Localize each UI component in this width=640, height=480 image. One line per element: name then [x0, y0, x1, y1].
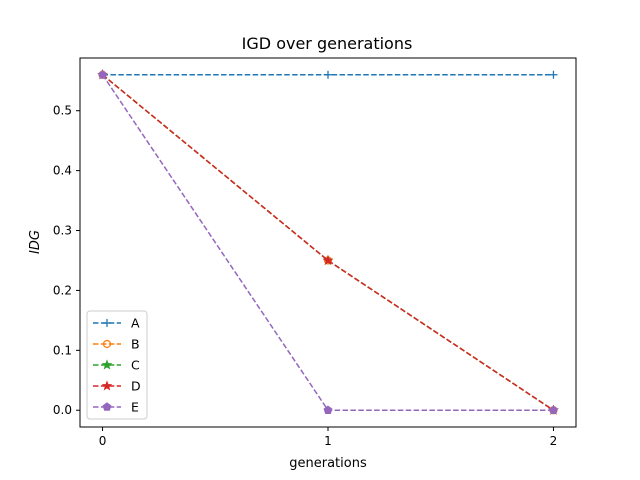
series-E: [98, 70, 558, 415]
data-point-A-1: [324, 70, 332, 79]
legend-item-E: E: [93, 400, 139, 415]
series-layer: [97, 69, 559, 415]
series-C: [97, 69, 559, 415]
y-tick-label: 0.1: [53, 343, 72, 357]
legend-label: E: [131, 400, 139, 415]
legend-label: A: [131, 316, 140, 331]
data-point-E-1: [323, 405, 333, 415]
y-tick-label: 0.4: [53, 164, 72, 178]
data-point-A-2: [549, 70, 558, 79]
y-tick-label: 0.2: [53, 283, 72, 297]
legend-label: B: [131, 337, 140, 352]
data-point-E-2: [548, 405, 558, 415]
y-tick-label: 0.5: [53, 104, 72, 118]
legend-label: D: [131, 379, 141, 394]
x-tick-label: 0: [99, 434, 107, 448]
series-line-C: [102, 74, 554, 411]
chart-title: IGD over generations: [242, 34, 413, 53]
x-tick-label: 2: [550, 434, 558, 448]
legend-label: C: [131, 358, 140, 373]
x-tick-label: 1: [324, 434, 332, 448]
plot-area-frame: [79, 57, 577, 428]
legend-item-B: B: [93, 337, 140, 352]
series-line-B: [102, 74, 554, 411]
legend-item-D: D: [93, 379, 141, 394]
data-point-E-0: [98, 70, 108, 79]
series-line-E: [101, 74, 554, 411]
legend-marker: [103, 319, 111, 327]
y-tick-label: 0.3: [53, 224, 72, 238]
series-line-D: [102, 74, 554, 411]
data-point-D-1: [322, 254, 334, 266]
legend-marker: [101, 380, 113, 391]
legend-item-A: A: [93, 316, 140, 331]
y-axis: 0.0 0.1 0.2 0.3 0.4 0.5: [53, 104, 80, 417]
series-A: [98, 70, 558, 79]
legend-marker: [101, 359, 113, 370]
x-axis-label: generations: [289, 456, 367, 471]
series-B: [98, 70, 558, 415]
y-axis-label: IDG: [28, 230, 43, 254]
legend-item-C: C: [93, 358, 140, 373]
y-tick-label: 0.0: [53, 403, 72, 417]
legend-marker: [102, 402, 112, 411]
x-axis: 0 1 2: [99, 427, 558, 448]
legend-marker: [102, 339, 112, 349]
series-D: [97, 69, 559, 415]
